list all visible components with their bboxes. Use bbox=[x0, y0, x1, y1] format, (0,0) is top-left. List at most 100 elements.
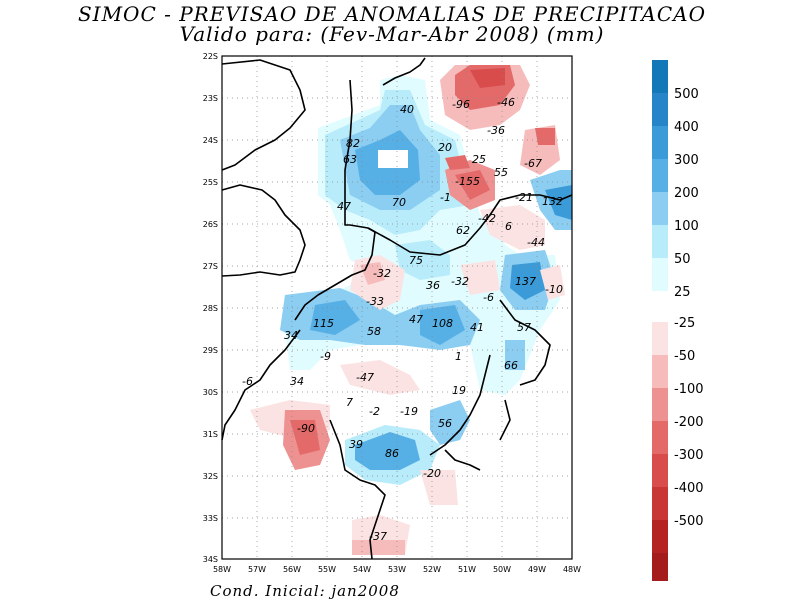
longitude-axis: 58W 57W 56W 55W 54W 53W 52W 51W 50W 49W … bbox=[213, 565, 581, 574]
value-label: -96 bbox=[452, 98, 470, 111]
colorbar-label: -200 bbox=[674, 415, 704, 430]
lon-tick-label: 57W bbox=[248, 565, 266, 574]
lon-tick-label: 58W bbox=[213, 565, 231, 574]
colorbar-swatch bbox=[652, 93, 668, 126]
value-label: -47 bbox=[356, 371, 374, 384]
lon-tick-label: 48W bbox=[563, 565, 581, 574]
value-label: -37 bbox=[369, 530, 387, 543]
colorbar-swatch bbox=[652, 60, 668, 93]
colorbar-swatch bbox=[652, 192, 668, 225]
initial-condition-label: Cond. Inicial: jan2008 bbox=[210, 582, 400, 600]
lon-tick-label: 50W bbox=[493, 565, 511, 574]
colorbar-label: -100 bbox=[674, 382, 704, 397]
colorbar-label: 100 bbox=[674, 219, 699, 234]
value-label: 66 bbox=[504, 359, 518, 372]
lon-tick-label: 53W bbox=[388, 565, 406, 574]
value-label: -32 bbox=[451, 275, 469, 288]
value-label: -90 bbox=[297, 422, 315, 435]
lat-tick-label: 29S bbox=[203, 346, 218, 355]
value-label: -2 bbox=[369, 405, 380, 418]
lon-tick-label: 52W bbox=[423, 565, 441, 574]
colorbar-label: -300 bbox=[674, 448, 704, 463]
lat-tick-label: 28S bbox=[203, 304, 218, 313]
value-label: -67 bbox=[524, 157, 542, 170]
colorbar-label: 50 bbox=[674, 252, 691, 267]
value-label: 56 bbox=[438, 417, 452, 430]
value-label: -6 bbox=[242, 375, 253, 388]
value-label: -33 bbox=[366, 295, 384, 308]
colorbar-label: 25 bbox=[674, 285, 691, 300]
colorbar-swatch bbox=[652, 225, 668, 258]
value-label: 115 bbox=[313, 317, 334, 330]
map-title: SIMOC - PREVISAO DE ANOMALIAS DE PRECIPI… bbox=[77, 2, 707, 26]
grid bbox=[222, 56, 572, 559]
map-subtitle: Valido para: (Fev-Mar-Abr 2008) (mm) bbox=[179, 22, 605, 46]
value-label: 34 bbox=[284, 329, 298, 342]
value-label: 25 bbox=[472, 153, 486, 166]
value-label: -9 bbox=[320, 350, 331, 363]
colorbar-swatch bbox=[652, 520, 668, 553]
lon-tick-label: 51W bbox=[458, 565, 476, 574]
value-label: 47 bbox=[337, 200, 351, 213]
latitude-axis: 22S 23S 24S 25S 26S 27S 28S 29S 30S 31S … bbox=[203, 52, 218, 564]
lon-tick-label: 56W bbox=[283, 565, 301, 574]
value-label: 39 bbox=[349, 438, 363, 451]
value-label: -42 bbox=[478, 212, 496, 225]
lat-tick-label: 32S bbox=[203, 472, 218, 481]
lat-tick-label: 33S bbox=[203, 514, 218, 523]
lat-tick-label: 34S bbox=[203, 555, 218, 564]
value-label: 57 bbox=[517, 321, 531, 334]
lat-tick-label: 31S bbox=[203, 430, 218, 439]
lat-tick-label: 25S bbox=[203, 178, 218, 187]
colorbar-label: 400 bbox=[674, 120, 699, 135]
value-label: -21 bbox=[515, 191, 533, 204]
colorbar-label: -50 bbox=[674, 349, 695, 364]
value-label: -155 bbox=[455, 175, 480, 188]
lat-tick-label: 22S bbox=[203, 52, 218, 61]
colorbar-label: -400 bbox=[674, 481, 704, 496]
colorbar-label: 200 bbox=[674, 186, 699, 201]
value-label: -19 bbox=[400, 405, 418, 418]
value-label: -1 bbox=[440, 191, 451, 204]
lat-tick-label: 27S bbox=[203, 262, 218, 271]
value-label: -6 bbox=[483, 291, 494, 304]
colorbar-swatch bbox=[652, 454, 668, 487]
colorbar-swatch bbox=[652, 487, 668, 520]
value-label: 70 bbox=[392, 196, 406, 209]
value-label: 137 bbox=[515, 275, 536, 288]
lon-tick-label: 49W bbox=[528, 565, 546, 574]
value-label: -44 bbox=[527, 236, 545, 249]
colorbar-label: 300 bbox=[674, 153, 699, 168]
value-label: 132 bbox=[542, 195, 563, 208]
value-label: 41 bbox=[470, 321, 484, 334]
value-label: -36 bbox=[487, 124, 505, 137]
lon-tick-label: 55W bbox=[318, 565, 336, 574]
colorbar-swatch bbox=[652, 553, 668, 581]
colorbar-swatch bbox=[652, 258, 668, 291]
colorbar: 500 400 300 200 100 50 25 -25 -50 -100 -200 -300 -40… bbox=[652, 60, 704, 581]
colorbar-swatch bbox=[652, 322, 668, 355]
value-label: 58 bbox=[367, 325, 381, 338]
lat-tick-label: 30S bbox=[203, 388, 218, 397]
lat-tick-label: 26S bbox=[203, 220, 218, 229]
value-label: 34 bbox=[290, 375, 304, 388]
colorbar-label: -500 bbox=[674, 514, 704, 529]
value-label: 6 bbox=[505, 220, 512, 233]
value-label: -10 bbox=[545, 283, 563, 296]
colorbar-swatch bbox=[652, 159, 668, 192]
value-label: 1 bbox=[455, 350, 462, 363]
value-label: 40 bbox=[400, 103, 414, 116]
lat-tick-label: 24S bbox=[203, 136, 218, 145]
value-label: -32 bbox=[373, 267, 391, 280]
colorbar-swatch bbox=[652, 388, 668, 421]
political-borders bbox=[221, 57, 573, 560]
colorbar-label: 500 bbox=[674, 87, 699, 102]
anomaly-value-labels: 40 -96 -46 -36 82 63 20 25 55 -67 -155 -… bbox=[242, 96, 563, 543]
value-label: 47 bbox=[409, 313, 423, 326]
value-label: 7 bbox=[346, 396, 353, 409]
value-label: 19 bbox=[452, 384, 466, 397]
value-label: 86 bbox=[385, 447, 399, 460]
map-frame bbox=[221, 55, 573, 560]
colorbar-swatch bbox=[652, 421, 668, 454]
